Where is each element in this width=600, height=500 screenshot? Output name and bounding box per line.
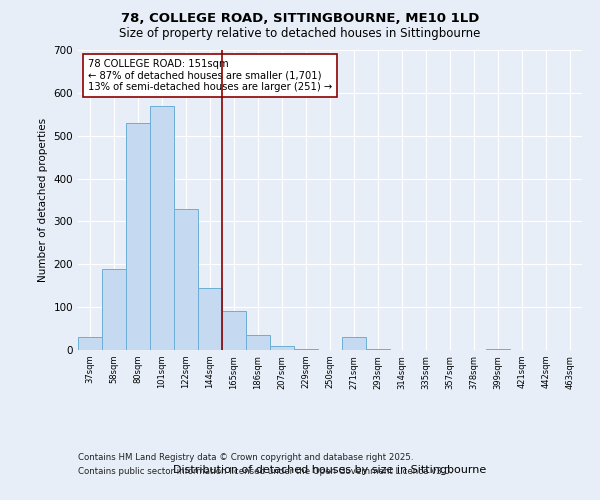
Bar: [486, 349, 510, 350]
Bar: [246, 335, 270, 350]
Bar: [150, 106, 174, 350]
Text: 78, COLLEGE ROAD, SITTINGBOURNE, ME10 1LD: 78, COLLEGE ROAD, SITTINGBOURNE, ME10 1L…: [121, 12, 479, 26]
Bar: [270, 346, 294, 350]
Text: Contains public sector information licensed under the Open Government Licence v3: Contains public sector information licen…: [78, 467, 452, 476]
Bar: [198, 288, 222, 350]
Text: 78 COLLEGE ROAD: 151sqm
← 87% of detached houses are smaller (1,701)
13% of semi: 78 COLLEGE ROAD: 151sqm ← 87% of detache…: [88, 59, 332, 92]
Text: Size of property relative to detached houses in Sittingbourne: Size of property relative to detached ho…: [119, 28, 481, 40]
X-axis label: Distribution of detached houses by size in Sittingbourne: Distribution of detached houses by size …: [173, 465, 487, 475]
Bar: [78, 337, 102, 350]
Bar: [294, 348, 318, 350]
Bar: [174, 208, 198, 350]
Bar: [366, 348, 390, 350]
Bar: [102, 268, 126, 350]
Bar: [126, 123, 150, 350]
Y-axis label: Number of detached properties: Number of detached properties: [38, 118, 48, 282]
Bar: [342, 337, 366, 350]
Bar: [222, 312, 246, 350]
Text: Contains HM Land Registry data © Crown copyright and database right 2025.: Contains HM Land Registry data © Crown c…: [78, 454, 413, 462]
